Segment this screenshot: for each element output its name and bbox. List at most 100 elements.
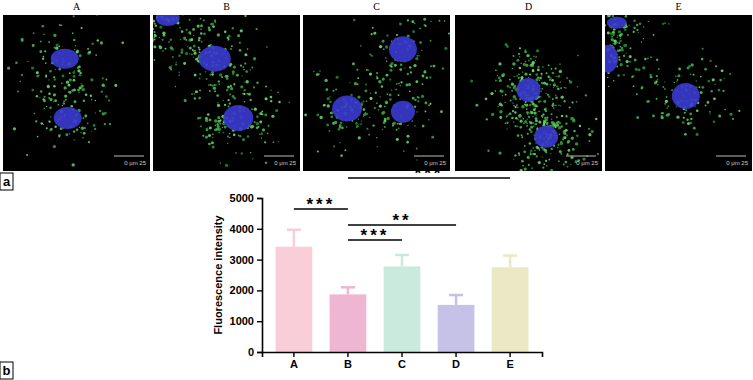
green-puncta (555, 96, 558, 99)
error-cap (503, 254, 517, 257)
green-puncta (543, 119, 546, 122)
green-puncta (93, 124, 96, 127)
green-puncta (685, 109, 687, 111)
green-puncta (631, 76, 633, 78)
green-puncta (543, 123, 546, 126)
green-puncta (241, 152, 243, 154)
green-puncta (550, 153, 551, 154)
green-puncta (614, 40, 616, 42)
green-puncta (181, 51, 183, 53)
green-puncta (226, 89, 229, 92)
green-puncta (530, 111, 533, 114)
green-puncta (684, 112, 686, 114)
green-puncta (530, 58, 532, 60)
green-puncta (69, 91, 72, 94)
green-puncta (180, 39, 181, 40)
green-puncta (365, 112, 366, 113)
green-puncta (546, 165, 547, 166)
green-puncta (396, 129, 398, 131)
green-puncta (194, 74, 197, 77)
green-puncta (45, 62, 47, 64)
green-puncta (525, 61, 527, 63)
green-puncta (416, 55, 418, 57)
green-puncta (58, 135, 60, 137)
green-puncta (686, 66, 689, 69)
green-puncta (349, 82, 350, 83)
green-puncta (529, 104, 532, 107)
green-puncta (360, 45, 361, 46)
green-puncta (515, 117, 518, 120)
green-puncta (625, 44, 627, 46)
green-puncta (565, 129, 568, 132)
green-puncta (421, 95, 424, 98)
green-puncta (638, 32, 639, 33)
green-puncta (517, 125, 519, 127)
green-puncta (74, 49, 75, 50)
green-puncta (188, 31, 191, 34)
green-puncta (62, 75, 65, 78)
green-puncta (211, 73, 214, 76)
green-puncta (199, 73, 201, 75)
green-puncta (381, 112, 384, 115)
y-tick: 5000 (230, 192, 262, 204)
x-axis-line (263, 353, 543, 358)
green-puncta (559, 70, 562, 73)
green-puncta (414, 23, 416, 25)
error-bar (401, 255, 404, 266)
green-puncta (212, 133, 214, 135)
green-puncta (520, 126, 522, 128)
green-puncta (230, 48, 232, 50)
green-puncta (571, 101, 573, 103)
green-puncta (576, 135, 579, 138)
green-puncta (700, 91, 703, 94)
green-puncta (567, 166, 569, 168)
green-puncta (530, 130, 533, 133)
green-puncta (208, 143, 211, 146)
green-puncta (560, 81, 561, 82)
green-puncta (164, 48, 166, 50)
green-puncta (519, 47, 521, 49)
green-puncta (682, 121, 685, 124)
green-puncta (568, 149, 571, 152)
green-puncta (416, 111, 417, 112)
green-puncta (636, 24, 639, 27)
green-puncta (422, 83, 424, 85)
green-puncta (220, 119, 222, 121)
green-puncta (53, 85, 56, 88)
green-puncta (262, 128, 265, 131)
green-puncta (528, 116, 530, 118)
green-puncta (707, 101, 710, 104)
green-puncta (275, 109, 278, 112)
green-puncta (79, 127, 80, 128)
green-puncta (221, 76, 223, 78)
green-puncta (588, 128, 590, 130)
green-puncta (553, 83, 555, 85)
green-puncta (198, 37, 201, 40)
green-puncta (714, 84, 715, 85)
green-puncta (15, 61, 18, 64)
green-puncta (664, 22, 666, 24)
green-puncta (194, 52, 197, 55)
green-puncta (43, 124, 44, 125)
green-puncta (108, 99, 110, 101)
green-puncta (552, 98, 554, 100)
y-tick-mark (257, 229, 262, 230)
green-puncta (521, 160, 524, 163)
green-puncta (704, 68, 707, 71)
green-puncta (566, 153, 568, 155)
green-puncta (358, 124, 359, 125)
bar (276, 247, 313, 352)
green-puncta (497, 106, 498, 107)
green-puncta (250, 99, 252, 101)
green-puncta (240, 29, 243, 32)
green-puncta (567, 140, 570, 143)
green-puncta (676, 116, 679, 119)
green-puncta (209, 127, 212, 130)
green-puncta (48, 120, 50, 122)
green-puncta (426, 77, 429, 80)
green-puncta (49, 129, 51, 131)
green-puncta (559, 150, 562, 153)
green-puncta (475, 104, 478, 107)
green-puncta (245, 80, 248, 83)
green-puncta (168, 41, 170, 43)
